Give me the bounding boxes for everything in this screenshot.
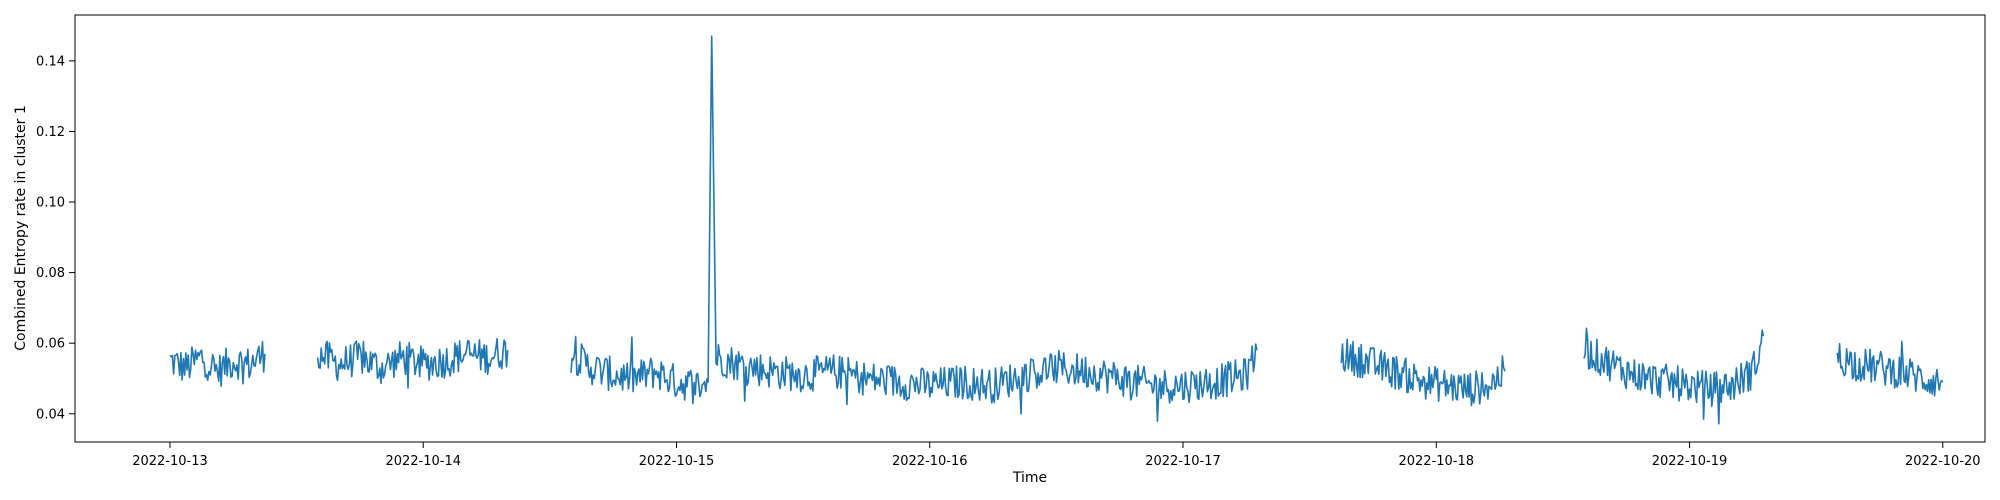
y-tick-label: 0.12 — [36, 125, 65, 140]
plot-frame — [74, 14, 1986, 443]
x-tick-label: 2022-10-16 — [892, 454, 968, 469]
x-tick-label: 2022-10-13 — [132, 454, 208, 469]
series-line-segment — [1836, 340, 1944, 397]
series-line-segment — [570, 35, 1258, 422]
x-tick-label: 2022-10-20 — [1905, 454, 1981, 469]
series-line-segment — [316, 337, 509, 389]
x-axis-label: Time — [1012, 470, 1047, 486]
y-tick-label: 0.14 — [36, 54, 65, 69]
y-tick-label: 0.10 — [36, 196, 65, 211]
y-tick-label: 0.08 — [36, 266, 65, 281]
series-line-segment — [1583, 327, 1765, 425]
y-tick-label: 0.06 — [36, 337, 65, 352]
x-tick-label: 2022-10-19 — [1652, 454, 1728, 469]
series-line-segment — [1340, 338, 1506, 407]
y-axis: 0.04 0.06 0.08 0.10 0.12 0.14 — [36, 54, 75, 422]
x-axis: 2022-10-13 2022-10-14 2022-10-15 2022-10-16… — [132, 442, 1981, 469]
x-tick-label: 2022-10-18 — [1398, 454, 1474, 469]
x-tick-label: 2022-10-15 — [639, 454, 715, 469]
y-tick-label: 0.04 — [36, 407, 65, 422]
series-layer — [169, 35, 1944, 425]
x-tick-label: 2022-10-14 — [385, 454, 461, 469]
y-axis-label: Combined Entropy rate in cluster 1 — [13, 105, 29, 351]
x-tick-label: 2022-10-17 — [1145, 454, 1221, 469]
series-line-segment — [169, 340, 266, 387]
